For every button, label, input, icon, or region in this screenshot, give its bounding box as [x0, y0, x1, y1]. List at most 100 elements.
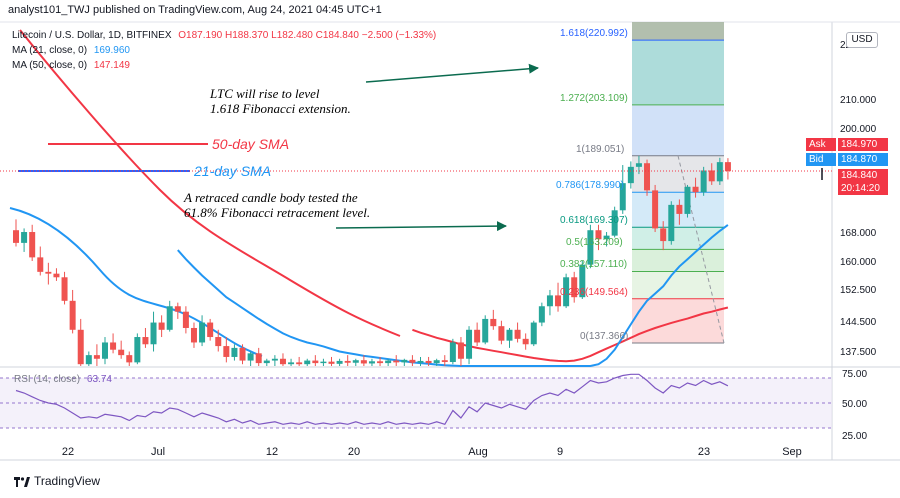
- candle-body-75: [619, 183, 626, 211]
- candle-body-33: [279, 358, 286, 365]
- fib-label-3: 0.786(178.990): [556, 180, 624, 192]
- ma50-legend[interactable]: MA (50, close, 0) 147.149: [12, 60, 130, 71]
- candle-body-57: [474, 329, 481, 343]
- bid-price: 184.870: [838, 153, 888, 166]
- candle-body-22: [190, 327, 197, 343]
- candle-body-9: [85, 355, 92, 365]
- ma50-path: [412, 306, 729, 363]
- ma50-history: [19, 29, 401, 337]
- candles: [13, 155, 731, 366]
- rsi-tick-1: 50.00: [842, 399, 867, 410]
- ma21-value: 169.960: [93, 45, 130, 56]
- candle-body-36: [304, 360, 311, 365]
- candle-body-10: [93, 355, 100, 359]
- candle-body-46: [385, 360, 392, 364]
- candle-body-38: [320, 361, 327, 364]
- candle-body-67: [555, 295, 562, 307]
- candle-body-86: [708, 170, 715, 182]
- time-tick-2: 12: [266, 446, 278, 458]
- ma50-line: [19, 29, 729, 363]
- currency-button[interactable]: USD: [846, 32, 878, 48]
- candle-body-62: [514, 329, 521, 339]
- candle-body-31: [263, 360, 270, 364]
- candle-body-69: [571, 277, 578, 298]
- drawings: [0, 63, 832, 232]
- retrace-annotation-line1: A retraced candle body tested the: [184, 190, 358, 205]
- fib-band-0: [632, 22, 724, 41]
- candle-body-47: [393, 360, 400, 363]
- time-tick-6: 23: [698, 446, 710, 458]
- candle-body-78: [644, 163, 651, 191]
- retrace-arrow: [335, 221, 507, 232]
- fib-zone: [632, 22, 725, 344]
- time-tick-1: Jul: [151, 446, 165, 458]
- time-tick-5: 9: [557, 446, 563, 458]
- candle-body-65: [538, 306, 545, 323]
- last-price: 184.840: [838, 169, 888, 182]
- ma21-path: [177, 224, 729, 367]
- candle-body-79: [652, 190, 659, 229]
- candle-body-84: [692, 186, 699, 193]
- sma50-label: 50-day SMA: [212, 136, 290, 152]
- symbol-name: Litecoin / U.S. Dollar, 1D, BITFINEX: [12, 30, 172, 41]
- price-tick-4: 152.500: [840, 285, 877, 296]
- fib-band-2: [632, 104, 724, 156]
- fib-label-4: 0.618(169.307): [560, 215, 628, 227]
- candle-body-0: [13, 230, 19, 243]
- candle-body-39: [328, 361, 335, 364]
- candle-body-88: [724, 162, 731, 172]
- candle-body-70: [579, 264, 586, 298]
- candle-body-3: [37, 257, 44, 272]
- rsi-pane: [0, 373, 832, 429]
- candle-body-56: [466, 329, 473, 359]
- fib-label-2: 1(189.051): [576, 143, 625, 155]
- fib-band-7: [632, 271, 724, 299]
- candle-body-4: [45, 271, 52, 274]
- target-annotation: LTC will rise to level 1.618 Fibonacci e…: [210, 86, 351, 116]
- candle-body-66: [546, 295, 553, 307]
- fib-label-7: 0.236(149.564): [560, 286, 628, 298]
- tradingview-brand: TradingView: [34, 474, 101, 488]
- price-tick-2: 168.000: [840, 228, 877, 239]
- fib-label-1: 1.272(203.109): [560, 92, 628, 104]
- symbol-legend[interactable]: Litecoin / U.S. Dollar, 1D, BITFINEX O18…: [12, 30, 436, 41]
- ma21-label: MA (21, close, 0): [12, 45, 88, 56]
- tradingview-footer[interactable]: TradingView: [14, 474, 100, 488]
- ma50-label: MA (50, close, 0): [12, 60, 88, 71]
- candle-body-37: [312, 360, 319, 364]
- candle-body-30: [255, 353, 262, 364]
- candle-body-81: [668, 204, 675, 242]
- candle-body-83: [684, 186, 691, 214]
- candle-body-32: [271, 358, 278, 361]
- countdown: 20:14:20: [838, 182, 888, 195]
- target-annotation-line1: LTC will rise to level: [210, 86, 320, 101]
- candle-body-59: [490, 318, 497, 327]
- fib-label-0: 1.618(220.992): [560, 28, 628, 40]
- candle-body-27: [231, 347, 238, 357]
- sma21-label: 21-day SMA: [194, 163, 272, 179]
- candle-body-25: [215, 337, 222, 347]
- candle-body-23: [199, 322, 206, 343]
- candle-body-61: [506, 329, 513, 341]
- candle-body-60: [498, 326, 505, 341]
- candle-body-55: [457, 342, 464, 359]
- candle-body-51: [425, 360, 432, 364]
- candle-body-13: [118, 349, 125, 356]
- rsi-legend[interactable]: RSI (14, close) 63.74: [14, 374, 112, 385]
- candle-body-63: [522, 338, 529, 345]
- candle-body-17: [150, 322, 157, 345]
- fib-label-8: 0(137.366): [580, 330, 629, 342]
- fib-band-5: [632, 227, 724, 250]
- ma21-legend[interactable]: MA (21, close, 0) 169.960: [12, 45, 130, 56]
- candle-body-42: [352, 360, 359, 363]
- candle-body-44: [368, 361, 375, 364]
- candle-body-71: [587, 230, 594, 265]
- rsi-tick-0: 75.00: [842, 369, 867, 380]
- candle-body-58: [482, 318, 489, 343]
- ohlc-values: O187.190 H188.370 L182.480 C184.840 −2.5…: [178, 30, 437, 41]
- time-tick-7: Sep: [782, 446, 802, 458]
- candle-body-7: [69, 300, 76, 330]
- candle-body-14: [126, 355, 133, 363]
- rsi-tick-2: 25.00: [842, 431, 867, 442]
